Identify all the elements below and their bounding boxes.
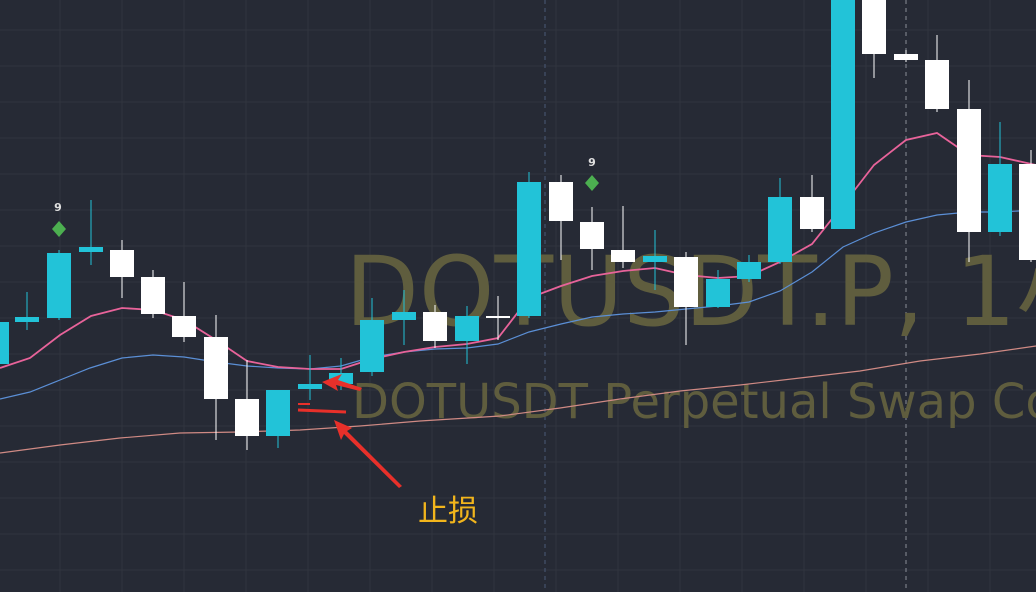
candle-body xyxy=(894,54,918,60)
candle-body xyxy=(517,182,541,316)
ma-short xyxy=(0,132,1036,370)
candle-body xyxy=(988,164,1012,232)
candle-body xyxy=(957,109,981,232)
candle xyxy=(737,255,761,282)
candle xyxy=(988,122,1012,236)
candle xyxy=(768,178,792,264)
candle xyxy=(141,270,165,318)
signal-diamond xyxy=(52,221,66,237)
candle xyxy=(235,360,259,450)
candle-body xyxy=(235,399,259,436)
candle-body xyxy=(110,250,134,277)
candle-body xyxy=(737,262,761,279)
candle xyxy=(706,270,730,308)
candle-body xyxy=(172,316,196,337)
candle-body xyxy=(141,277,165,314)
candle xyxy=(204,315,228,440)
candle xyxy=(957,80,981,262)
candle xyxy=(172,282,196,342)
candle xyxy=(15,292,39,330)
stop-loss-line xyxy=(297,408,347,414)
candle xyxy=(611,206,635,268)
candle xyxy=(266,390,290,448)
candle xyxy=(1019,150,1036,262)
watermark-description: DOTUSDT Perpetual Swap Contract xyxy=(352,374,1036,430)
signal-label: 9 xyxy=(54,201,62,214)
candle xyxy=(862,0,886,78)
candles xyxy=(0,0,1036,450)
candle-body xyxy=(611,250,635,262)
candle-body xyxy=(580,222,604,249)
candle xyxy=(674,252,698,345)
candle-body xyxy=(486,316,510,318)
candle xyxy=(894,50,918,62)
candle-body xyxy=(47,253,71,318)
candle-body xyxy=(643,256,667,262)
candle-body xyxy=(706,279,730,307)
candle-body xyxy=(15,317,39,322)
candle-body xyxy=(925,60,949,109)
candle-body xyxy=(674,257,698,307)
candle xyxy=(360,298,384,376)
candle xyxy=(517,172,541,318)
candle xyxy=(79,200,103,265)
candle-body xyxy=(266,390,290,436)
candle-body xyxy=(800,197,824,229)
candle xyxy=(455,306,479,364)
candle-body xyxy=(455,316,479,341)
candle xyxy=(110,240,134,298)
arrow xyxy=(334,420,402,488)
signal-diamond xyxy=(585,175,599,191)
candle-body xyxy=(862,0,886,54)
candle-body xyxy=(768,197,792,262)
candle-body xyxy=(392,312,416,320)
candle xyxy=(549,175,573,260)
candle xyxy=(298,355,322,400)
candle xyxy=(423,305,447,348)
annotation: 止损 xyxy=(418,494,478,529)
candle xyxy=(580,207,604,270)
candle xyxy=(392,290,416,345)
candle-body xyxy=(423,312,447,341)
candle-body xyxy=(329,373,353,384)
candle xyxy=(831,0,855,229)
candle xyxy=(800,175,824,232)
candle xyxy=(925,35,949,112)
candle-body xyxy=(360,320,384,372)
candle xyxy=(47,250,71,320)
candle-body xyxy=(549,182,573,221)
signal-label: 9 xyxy=(588,156,596,169)
candle-body xyxy=(298,384,322,389)
candle-body xyxy=(831,0,855,229)
candle xyxy=(643,230,667,290)
arrow xyxy=(322,374,362,391)
ma-long xyxy=(0,345,1036,454)
candle xyxy=(486,296,510,340)
candle-body xyxy=(204,337,228,399)
ma-mid xyxy=(0,209,1036,400)
candle xyxy=(0,322,9,364)
candle-body xyxy=(0,322,9,364)
candle-body xyxy=(1019,164,1036,260)
candle-body xyxy=(79,247,103,252)
